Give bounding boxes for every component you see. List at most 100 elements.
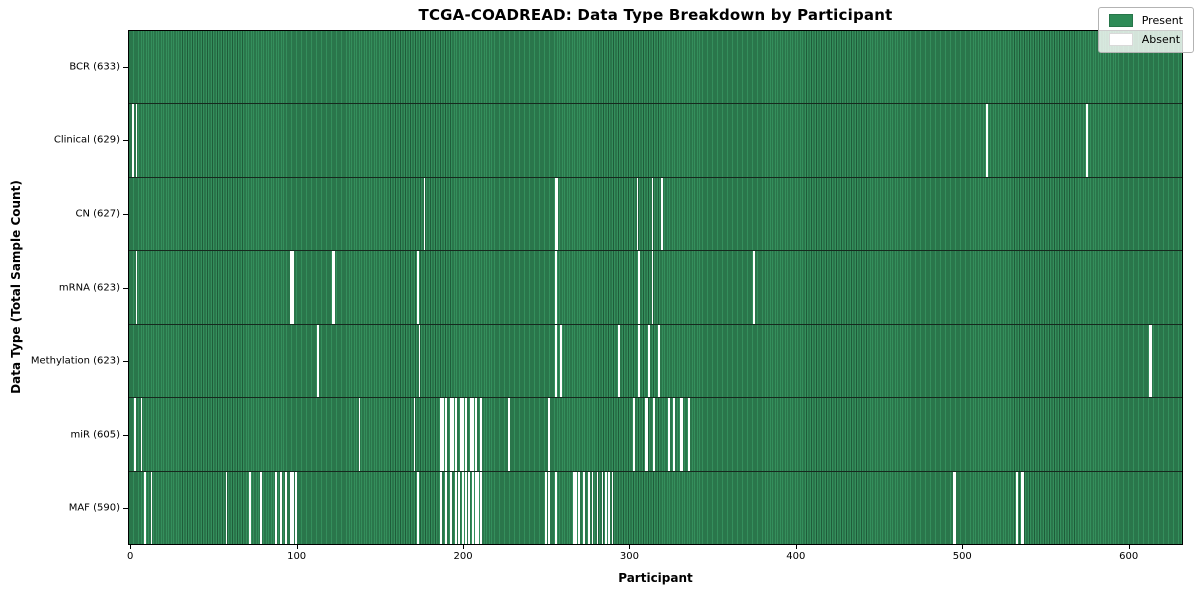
y-tick-label: BCR (633) <box>69 61 120 73</box>
absent-stripe <box>332 251 334 324</box>
y-tick-mark <box>123 287 128 289</box>
legend-item-present: Present <box>1108 14 1183 27</box>
absent-stripe <box>465 398 467 471</box>
absent-stripe <box>636 177 639 251</box>
absent-stripe <box>668 398 670 471</box>
absent-stripe <box>554 324 557 398</box>
absent-stripe <box>135 104 138 177</box>
absent-stripe <box>681 398 684 471</box>
absent-stripe <box>952 471 955 544</box>
x-tick-label: 600 <box>1119 551 1139 562</box>
absent-stripe <box>290 471 293 544</box>
absent-stripe <box>468 471 471 544</box>
absent-stripe <box>1020 471 1023 544</box>
absent-stripe <box>753 251 755 324</box>
absent-stripe <box>295 471 298 544</box>
absent-stripe <box>458 471 461 544</box>
absent-stripe <box>445 471 447 544</box>
absent-stripe <box>554 471 557 544</box>
absent-stripe <box>275 471 278 544</box>
x-tick-label: 300 <box>619 551 639 562</box>
absent-stripe <box>545 471 547 544</box>
absent-stripe <box>661 177 664 251</box>
y-tick-mark <box>123 361 128 363</box>
absent-stripe <box>143 471 146 544</box>
absent-stripe <box>480 471 482 544</box>
legend: Present Absent <box>1097 7 1194 53</box>
legend-label-present: Present <box>1141 14 1183 27</box>
absent-stripe <box>358 398 361 471</box>
absent-stripe <box>471 471 474 544</box>
absent-stripe <box>638 324 640 398</box>
absent-stripe <box>445 398 447 471</box>
absent-stripe <box>578 471 581 544</box>
absent-stripe <box>591 471 594 544</box>
absent-stripe <box>651 177 654 251</box>
x-tick-mark <box>1128 545 1130 549</box>
absent-stripe <box>450 471 452 544</box>
y-tick-label: mRNA (623) <box>58 282 120 293</box>
x-tick-mark <box>463 545 465 549</box>
absent-stripe <box>440 398 442 471</box>
legend-swatch-present-icon <box>1108 14 1133 27</box>
absent-stripe <box>688 398 690 471</box>
absent-stripe <box>465 471 467 544</box>
absent-stripe <box>548 471 551 544</box>
absent-stripe <box>225 471 228 544</box>
absent-stripe <box>648 324 650 398</box>
absent-stripe <box>559 324 562 398</box>
matrix-row-mrna <box>129 250 1182 324</box>
legend-label-absent: Absent <box>1141 33 1181 46</box>
matrix-row-mir <box>129 397 1182 471</box>
legend-swatch-absent-icon <box>1108 33 1133 46</box>
matrix-row-maf <box>129 470 1182 544</box>
absent-stripe <box>135 251 138 324</box>
absent-stripe <box>290 251 293 324</box>
x-tick-mark <box>962 545 964 549</box>
absent-stripe <box>651 251 654 324</box>
absent-stripe <box>440 471 442 544</box>
y-tick-mark <box>123 66 128 68</box>
absent-stripe <box>480 398 482 471</box>
absent-stripe <box>646 398 649 471</box>
absent-stripe <box>413 398 416 471</box>
absent-stripe <box>508 398 511 471</box>
y-tick-label: MAF (590) <box>68 502 120 514</box>
absent-stripe <box>658 324 660 398</box>
absent-stripe <box>450 398 452 471</box>
absent-stripe <box>556 177 559 251</box>
absent-stripe <box>471 398 474 471</box>
x-tick-label: 500 <box>952 551 972 562</box>
absent-stripe <box>423 177 426 251</box>
absent-stripe <box>260 471 263 544</box>
absent-stripe <box>644 398 647 471</box>
absent-stripe <box>596 471 599 544</box>
absent-stripe <box>573 471 576 544</box>
absent-stripe <box>1149 324 1151 398</box>
y-tick-label: Clinical (629) <box>53 134 120 146</box>
absent-stripe <box>292 251 294 324</box>
x-tick-mark <box>296 545 298 549</box>
x-tick-label: 0 <box>127 551 134 562</box>
plot-area <box>128 30 1183 545</box>
absent-stripe <box>317 324 319 398</box>
absent-stripe <box>451 398 454 471</box>
chart-title: TCGA-COADREAD: Data Type Breakdown by Pa… <box>418 6 893 24</box>
absent-stripe <box>248 471 251 544</box>
absent-stripe <box>285 471 288 544</box>
matrix-row-bcr <box>129 31 1182 104</box>
absent-stripe <box>140 398 143 471</box>
absent-stripe <box>475 398 477 471</box>
absent-stripe <box>132 104 135 177</box>
absent-stripe <box>1085 104 1088 177</box>
absent-stripe <box>679 398 682 471</box>
absent-stripe <box>461 471 464 544</box>
x-tick-mark <box>795 545 797 549</box>
absent-stripe <box>1022 471 1025 544</box>
x-tick-label: 100 <box>287 551 307 562</box>
absent-stripe <box>150 471 153 544</box>
absent-stripe <box>618 324 620 398</box>
absent-stripe <box>292 471 294 544</box>
absent-stripe <box>673 398 675 471</box>
